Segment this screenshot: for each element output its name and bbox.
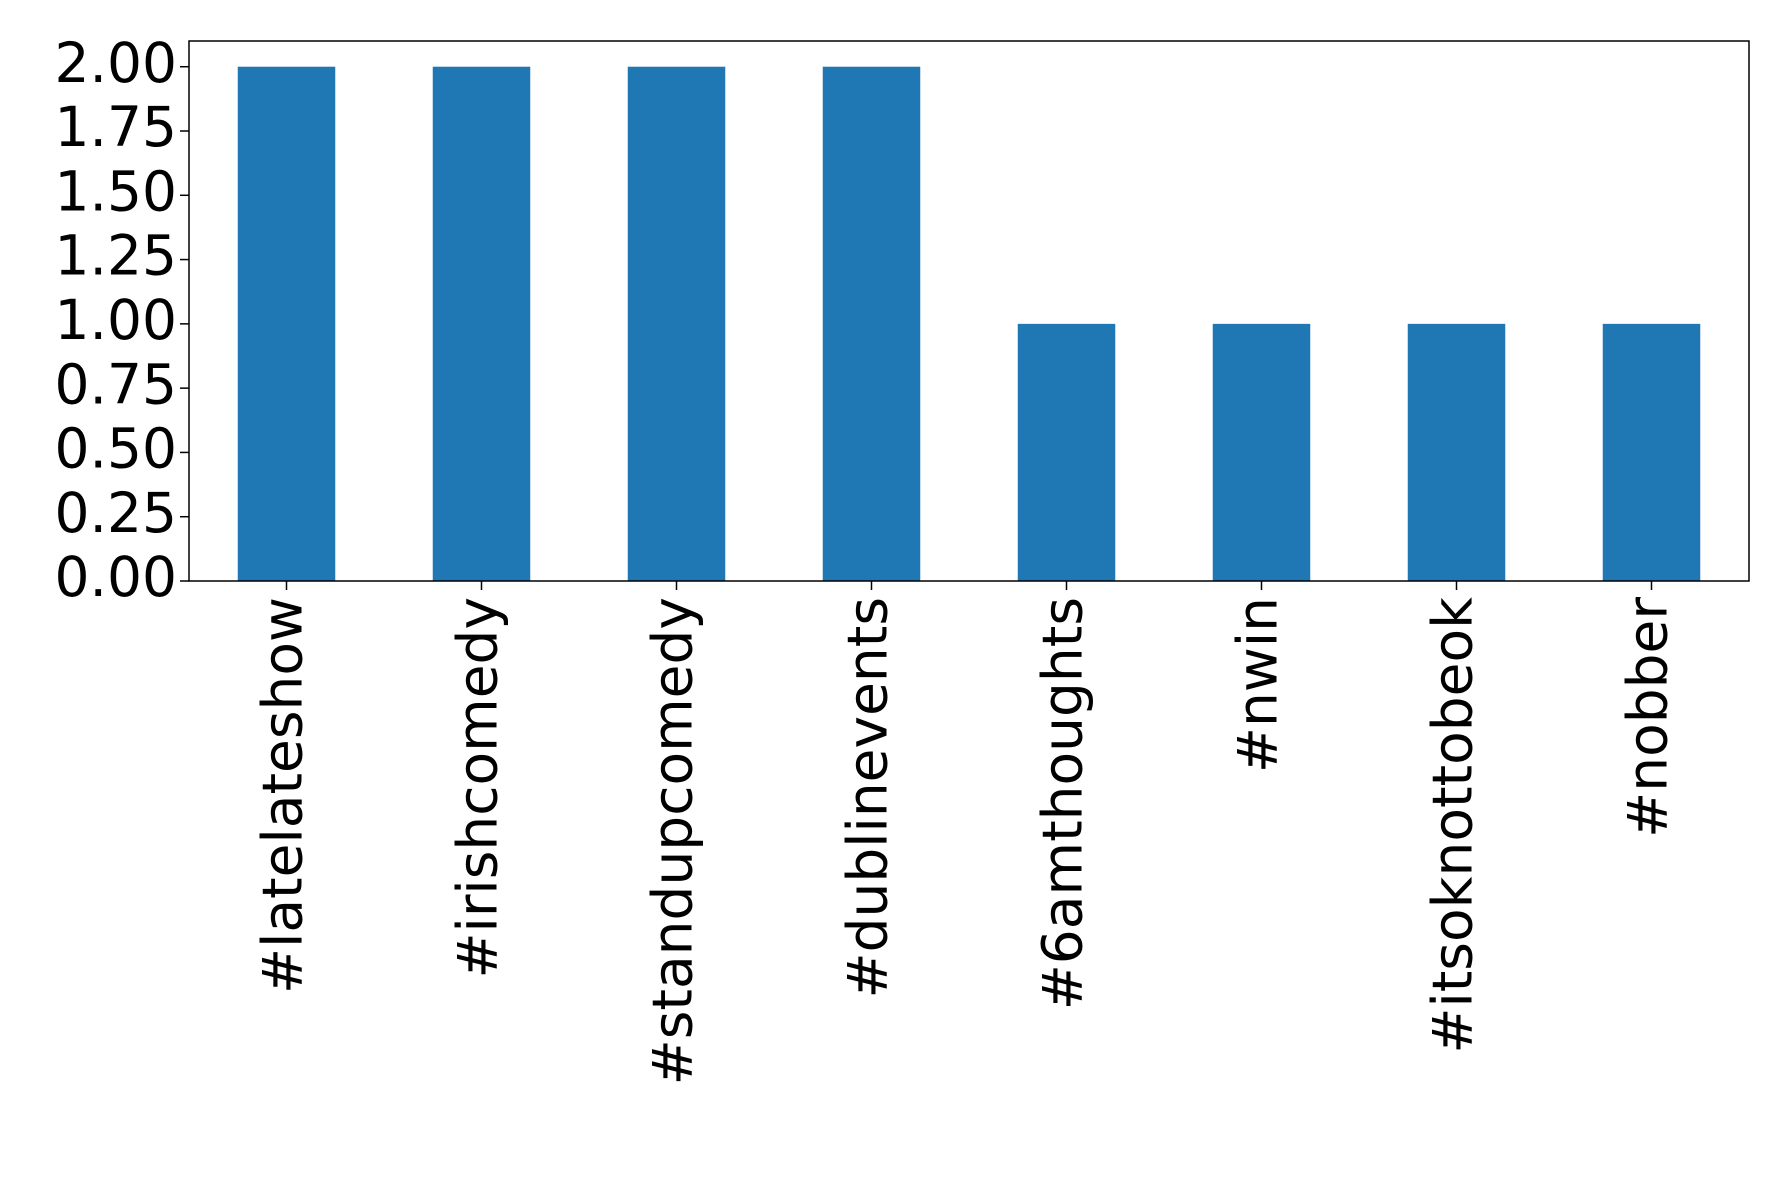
x-tick-label: #nwin xyxy=(1226,597,1290,773)
bar xyxy=(1602,323,1701,581)
y-tick-label: 1.50 xyxy=(55,159,177,223)
bar xyxy=(822,66,921,581)
y-tick-label: 0.00 xyxy=(55,545,177,609)
y-tick-label: 0.75 xyxy=(55,352,177,416)
x-tick-label: #standupcomedy xyxy=(641,597,705,1085)
x-tick-label: #itsoknottobeok xyxy=(1421,597,1485,1054)
bar xyxy=(627,66,726,581)
y-tick-label: 0.50 xyxy=(55,417,177,481)
y-tick-label: 1.00 xyxy=(55,288,177,352)
x-tick-label: #6amthoughts xyxy=(1031,597,1095,1010)
bar xyxy=(1212,323,1311,581)
x-tick-label: #nobber xyxy=(1616,597,1680,838)
x-tick-label: #dublinevents xyxy=(836,597,900,999)
plot-frame xyxy=(188,40,1750,582)
y-tick-label: 1.75 xyxy=(55,95,177,159)
x-tick-label: #irishcomedy xyxy=(446,597,510,979)
y-tick-label: 0.25 xyxy=(55,481,177,545)
bar xyxy=(237,66,336,581)
y-tick-label: 1.25 xyxy=(55,224,177,288)
bar xyxy=(1017,323,1116,581)
y-tick-label: 2.00 xyxy=(55,31,177,95)
bar xyxy=(432,66,531,581)
bar xyxy=(1407,323,1506,581)
x-tick-label: #latelateshow xyxy=(251,597,315,994)
